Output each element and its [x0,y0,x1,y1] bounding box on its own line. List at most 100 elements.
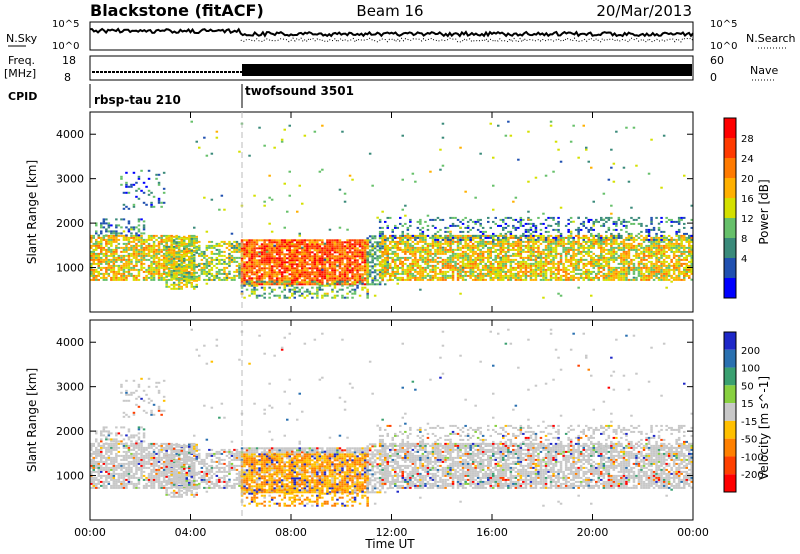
power-cell [308,255,312,258]
power-cell [90,270,93,273]
power-cell [157,183,161,186]
power-cell [579,236,583,239]
power-cell [248,271,251,274]
power-cell [434,268,437,271]
power-cell [275,253,279,256]
power-cell [351,283,354,286]
power-cell [657,276,661,279]
power-cell [434,218,437,221]
power-cell [142,226,146,229]
power-cell [112,232,116,235]
power-cell [162,272,166,275]
power-cell [223,266,226,269]
power-cell [278,245,281,248]
power-cell [120,260,123,263]
power-cell [479,236,482,239]
power-cell [497,254,500,257]
power-cell [95,244,98,247]
power-cell [112,278,116,281]
power-cell [338,280,342,283]
power-cell [90,244,93,247]
power-cell [519,250,523,253]
power-cell [115,270,118,273]
power-cell [328,275,332,278]
power-cell [293,261,296,264]
power-cell [245,261,249,264]
power-cell [253,267,256,270]
power-cell [343,265,347,268]
power-cell [481,230,485,233]
power-cell [499,258,502,261]
power-cell [177,241,181,244]
power-cell [275,279,279,282]
power-cell [336,245,339,248]
power-cell [421,246,425,249]
power-cell [459,276,462,279]
power-cell [657,266,661,269]
power-cell [321,243,324,246]
power-cell [514,278,518,281]
power-cell [677,268,681,271]
power-cell [137,238,141,241]
power-cell [132,252,136,255]
power-cell [188,258,191,261]
power-cell [353,265,357,268]
power-cell [554,234,558,237]
power-cell [569,270,573,273]
power-cell [120,232,123,235]
power-cell [165,262,168,265]
power-cell [481,254,485,257]
power-cell [675,260,678,263]
power-cell [595,276,598,279]
power-cell [296,265,299,268]
power-cell [585,274,588,277]
power-cell [100,244,103,247]
power-cell [449,238,452,241]
power-cell [657,260,661,263]
power-cell [140,240,143,243]
power-cell [318,249,322,252]
power-cell [358,249,362,252]
power-cell [461,254,465,257]
power-cell [338,259,342,262]
power-cell [667,240,671,243]
power-cell [326,245,329,248]
power-cell [572,270,575,273]
power-cell [690,236,693,239]
power-cell [406,236,410,239]
power-cell [675,258,678,261]
power-cell [394,224,397,227]
power-cell [326,243,329,246]
power-cell [291,269,294,272]
power-cell [434,266,437,269]
power-cell [346,273,349,276]
power-cell [270,243,274,246]
power-cell [376,257,379,260]
power-cell [622,272,626,275]
power-cell [579,252,583,255]
power-cell [652,236,656,239]
power-cell [341,284,344,287]
power-cell [303,273,307,276]
power-cell [396,246,399,249]
power-cell [117,268,121,271]
power-cell [338,241,342,244]
power-cell [416,220,420,223]
power-cell [574,264,578,267]
power-cell [650,268,653,271]
power-cell [167,267,171,270]
power-cell [665,268,668,271]
power-cell [544,272,548,275]
power-cell [376,249,379,252]
power-cell [170,273,173,276]
power-cell [311,241,314,244]
power-cell [316,241,319,244]
power-cell [479,252,482,255]
power-cell [587,272,590,275]
power-cell [600,246,603,249]
power-cell [394,252,397,255]
power-cell [504,254,508,257]
power-cell [544,254,548,257]
power-cell [404,278,407,281]
power-cell [401,272,404,275]
